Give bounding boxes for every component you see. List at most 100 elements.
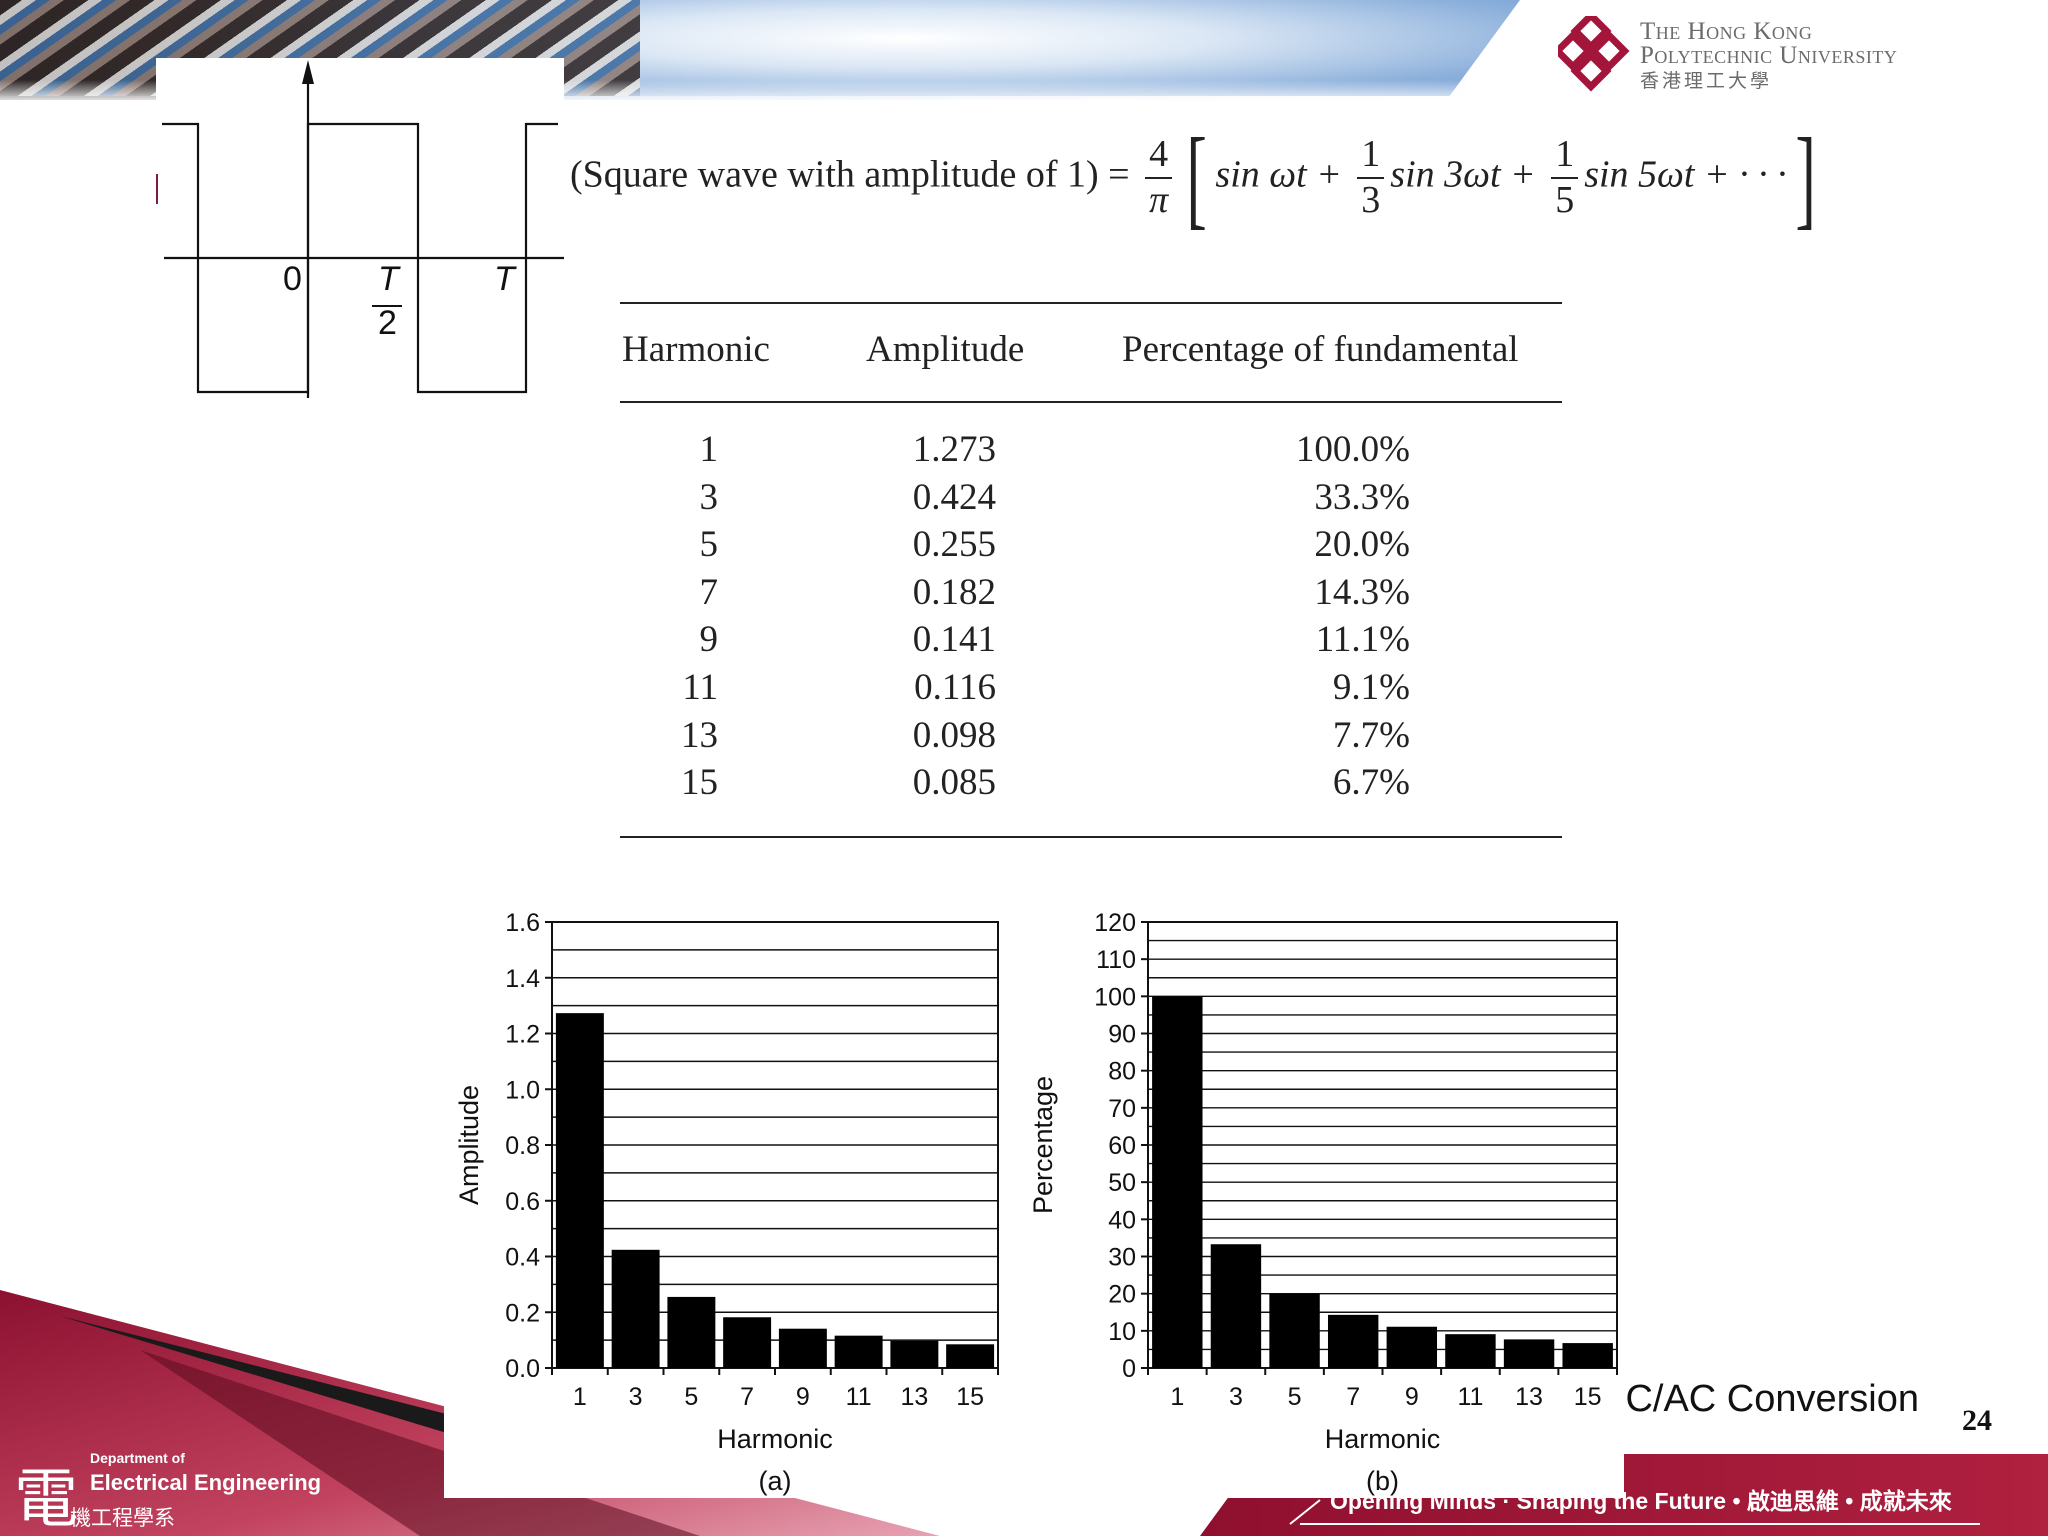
y-axis-title: Amplitude <box>454 1085 484 1205</box>
waveform-panel <box>156 58 564 400</box>
x-tick-label: 9 <box>1405 1383 1419 1411</box>
table-cell: 13 <box>681 714 718 756</box>
y-tick-label: 0.8 <box>505 1132 540 1160</box>
square-wave-diagram <box>156 60 564 398</box>
y-tick-label: 60 <box>1108 1132 1136 1160</box>
x-tick-label: 11 <box>1457 1383 1483 1411</box>
x-tick-label: 5 <box>684 1383 698 1411</box>
label-zero: 0 <box>283 260 302 298</box>
table-cell: 0.182 <box>912 571 996 613</box>
department-name: Electrical Engineering <box>90 1470 322 1495</box>
table-cell: 0.116 <box>914 667 996 708</box>
table-cell: 9.1% <box>1332 667 1410 708</box>
fourier-equation: (Square wave with amplitude of 1) = 4 π[s… <box>570 122 1824 248</box>
table-cell: 0.424 <box>912 476 996 518</box>
bar <box>1445 1334 1496 1368</box>
y-tick-label: 1.4 <box>505 965 540 993</box>
table-cell: 14.3% <box>1314 571 1410 613</box>
x-tick-label: 7 <box>740 1383 754 1411</box>
header-percentage: Percentage of fundamental <box>1122 329 1519 370</box>
table-cell: 11 <box>682 667 718 708</box>
department-logo-char: 電 <box>14 1463 78 1537</box>
x-tick-label: 1 <box>1170 1383 1184 1411</box>
x-tick-label: 9 <box>796 1383 810 1411</box>
harmonics-table: Harmonic Amplitude Percentage of fundame… <box>620 302 1562 842</box>
table-cell: 0.085 <box>912 762 996 804</box>
y-tick-label: 0.6 <box>505 1188 540 1216</box>
axis-arrow-icon <box>302 60 314 84</box>
table-cell: 15 <box>681 762 718 804</box>
x-tick-label: 13 <box>900 1383 928 1411</box>
university-name-chinese: 香港理工大學 <box>1640 71 1773 92</box>
label-half-period-num: T <box>378 260 399 298</box>
square-wave <box>162 122 558 394</box>
x-tick-label: 13 <box>1515 1383 1543 1411</box>
term-2: sin 3ωt + <box>1390 153 1536 196</box>
table-header-rule <box>620 401 1562 403</box>
y-tick-label: 1.2 <box>505 1021 540 1049</box>
y-tick-label: 100 <box>1094 983 1136 1011</box>
x-tick-label: 1 <box>573 1383 587 1411</box>
y-tick-label: 20 <box>1108 1281 1136 1309</box>
table-cell: 20.0% <box>1314 524 1410 566</box>
y-tick-label: 0.4 <box>505 1244 540 1272</box>
bar <box>890 1340 939 1368</box>
bar <box>834 1335 883 1368</box>
table-cell: 6.7% <box>1332 762 1410 804</box>
table-cell: 0.098 <box>912 714 996 756</box>
bar <box>611 1249 660 1368</box>
bar <box>1562 1343 1613 1368</box>
x-tick-label: 7 <box>1346 1383 1360 1411</box>
bar <box>1152 996 1203 1368</box>
table-cell: 0.255 <box>912 524 996 566</box>
table-cell: 9 <box>699 619 719 661</box>
y-axis-title: Percentage <box>1030 1076 1058 1214</box>
amplitude-chart: 0.00.20.40.60.81.01.21.41.61 3 5 7 9 11 13 15Ha… <box>454 909 999 1496</box>
x-tick-label: 3 <box>1229 1383 1243 1411</box>
university-name-line2: Polytechnic University <box>1640 42 1898 69</box>
bar <box>1386 1326 1438 1368</box>
table-cell: 33.3% <box>1314 476 1410 518</box>
table-cell: 100.0% <box>1295 429 1410 470</box>
bar <box>1503 1339 1555 1368</box>
x-tick-label: 15 <box>1574 1383 1602 1411</box>
y-tick-label: 1.0 <box>505 1076 540 1104</box>
header-harmonic: Harmonic <box>622 329 770 370</box>
y-tick-label: 120 <box>1094 909 1136 937</box>
y-tick-label: 80 <box>1108 1058 1136 1086</box>
table-cell: 7 <box>699 571 719 613</box>
right-bracket: ] <box>1794 116 1816 240</box>
header-amplitude: Amplitude <box>866 329 1025 370</box>
x-axis-title: Harmonic <box>1325 1424 1441 1454</box>
table-cell: 1 <box>699 429 719 470</box>
university-logo-icon <box>1558 16 1630 92</box>
page-number: 24 <box>1962 1404 1992 1437</box>
charts-panel <box>444 900 1624 1498</box>
x-tick-label: 11 <box>846 1383 872 1411</box>
bar <box>555 1013 604 1368</box>
bar <box>1210 1244 1262 1368</box>
table-cell: 5 <box>699 524 719 566</box>
table-cell: 7.7% <box>1332 714 1410 756</box>
y-tick-label: 50 <box>1108 1169 1136 1197</box>
course-title: DC/AC Conversion <box>1598 1378 1919 1420</box>
left-bracket: [ <box>1186 116 1208 240</box>
x-tick-label: 15 <box>956 1383 984 1411</box>
equation-lhs: (Square wave with amplitude of 1) = <box>570 153 1130 196</box>
x-axis-title: Harmonic <box>717 1424 833 1454</box>
bar <box>1269 1293 1320 1368</box>
table-cell: 11.1% <box>1315 619 1410 661</box>
y-tick-label: 90 <box>1108 1021 1136 1049</box>
y-tick-label: 0 <box>1122 1355 1136 1383</box>
table-cell: 3 <box>699 476 719 518</box>
y-tick-label: 10 <box>1108 1318 1136 1346</box>
bar <box>946 1344 995 1368</box>
y-tick-label: 40 <box>1108 1206 1136 1234</box>
chart-caption: (b) <box>1366 1466 1399 1496</box>
x-tick-label: 3 <box>629 1383 643 1411</box>
bar <box>778 1328 827 1368</box>
y-tick-label: 1.6 <box>505 909 540 937</box>
